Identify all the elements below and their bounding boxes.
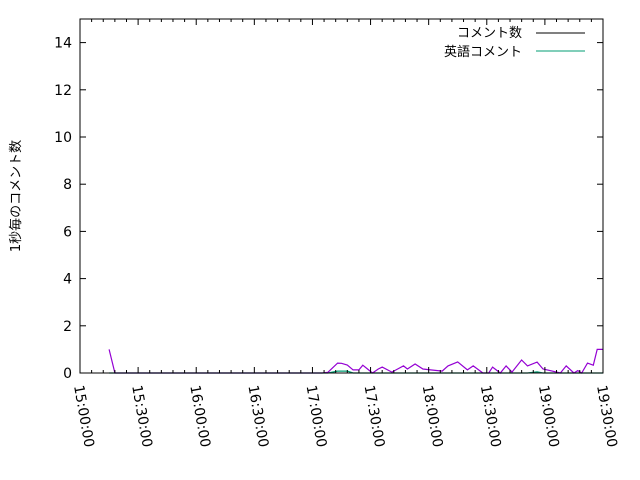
series-line-0 (108, 348, 603, 374)
x-tick-label: 15:00:00 (70, 384, 97, 449)
y-axis-label: 1秒毎のコメント数 (8, 140, 24, 252)
legend-label-1: 英語コメント (444, 44, 522, 60)
x-tick-label: 18:30:00 (477, 384, 504, 449)
x-tick-label: 19:00:00 (535, 384, 562, 449)
x-tick-label: 16:30:00 (244, 384, 271, 449)
x-tick-label: 15:30:00 (128, 384, 155, 449)
x-tick-label: 18:00:00 (419, 384, 446, 449)
y-tick-label: 14 (54, 36, 72, 52)
x-tick-label: 19:30:00 (593, 384, 620, 449)
ticks: 0 2 4 6 8 10 12 14 15:00:00 15:30:00 16:00:00 16:30… (54, 19, 620, 449)
legend-label-0: コメント数 (457, 26, 522, 41)
y-tick-label: 2 (63, 319, 72, 335)
plot-border (79, 18, 604, 374)
y-tick-label: 10 (54, 130, 72, 146)
x-tick-label: 16:00:00 (186, 384, 213, 449)
y-tick-label: 12 (54, 83, 72, 99)
y-tick-label: 6 (63, 224, 72, 240)
series-layer (108, 348, 604, 374)
legend: コメント数 英語コメント (444, 26, 585, 60)
y-tick-label: 8 (63, 177, 72, 193)
x-tick-label: 17:00:00 (303, 384, 330, 449)
y-tick-label: 4 (63, 272, 72, 288)
x-tick-label: 17:30:00 (361, 384, 388, 449)
y-tick-label: 0 (63, 366, 72, 382)
